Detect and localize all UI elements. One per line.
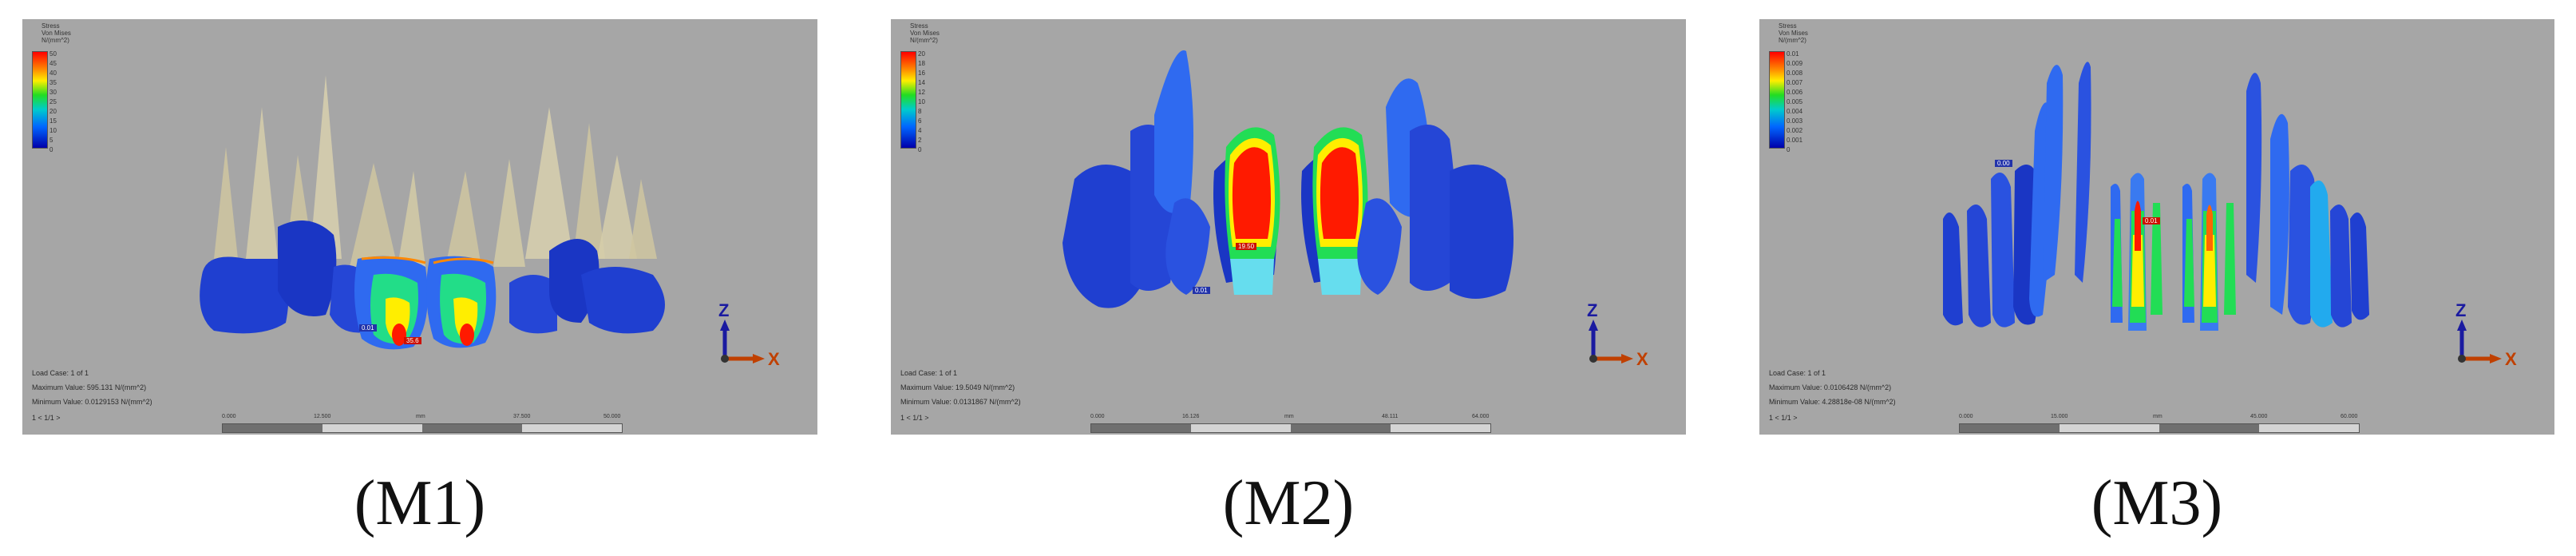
axis-triad: ZX (718, 300, 780, 369)
min-value-tag: 0.01 (1193, 287, 1210, 294)
caption-m3: (M3) (2091, 468, 2223, 538)
min-value-tag: 0.00 (1995, 160, 2012, 167)
model-view-m1: ZX (200, 75, 780, 369)
page-nav[interactable]: 1 < 1/1 > (900, 414, 929, 422)
min-value: Minimum Value: 0.0129153 N/(mm^2) (32, 398, 152, 406)
legend-title: Stress Von Mises N/(mm^2) (910, 22, 940, 44)
axis-z-label: Z (2455, 300, 2466, 320)
legend-ticks: 0.01 0.009 0.008 0.007 0.006 0.005 0.004 0.003 0… (1787, 50, 1803, 153)
max-value-tag: 0.01 (2143, 217, 2160, 224)
model-view-m2: ZX (1062, 50, 1648, 369)
min-value: Minimum Value: 0.0131867 N/(mm^2) (900, 398, 1021, 406)
max-value: Maximum Value: 19.5049 N/(mm^2) (900, 383, 1015, 391)
max-value: Maximum Value: 0.0106428 N/(mm^2) (1769, 383, 1892, 391)
legend-ticks: 50 45 40 35 30 25 20 15 10 5 0 (49, 50, 57, 153)
caption-m2: (M2) (1222, 468, 1355, 538)
max-value-tag: 35.6 (404, 337, 421, 344)
model-view-m3: ZX (1943, 62, 2517, 369)
load-case: Load Case: 1 of 1 (1769, 369, 1826, 377)
axis-x-label: X (2505, 349, 2517, 369)
legend-colorbar (32, 51, 48, 149)
axis-triad: ZX (1587, 300, 1648, 369)
caption-m1: (M1) (354, 468, 486, 538)
page-nav[interactable]: 1 < 1/1 > (32, 414, 61, 422)
max-value: Maximum Value: 595.131 N/(mm^2) (32, 383, 147, 391)
min-value-tag: 0.01 (359, 324, 377, 332)
max-value-tag: 19.50 (1236, 243, 1257, 250)
legend-title: Stress Von Mises N/(mm^2) (42, 22, 71, 44)
min-value: Minimum Value: 4.28818e-08 N/(mm^2) (1769, 398, 1896, 406)
load-case: Load Case: 1 of 1 (32, 369, 89, 377)
axis-z-label: Z (718, 300, 729, 320)
legend-colorbar (900, 51, 916, 149)
axis-z-label: Z (1587, 300, 1597, 320)
legend-ticks: 20 18 16 14 12 10 8 6 4 2 0 (918, 50, 925, 153)
axis-triad: ZX (2455, 300, 2517, 369)
axis-x-label: X (1636, 349, 1648, 369)
legend-title: Stress Von Mises N/(mm^2) (1779, 22, 1808, 44)
axis-x-label: X (768, 349, 780, 369)
page-nav[interactable]: 1 < 1/1 > (1769, 414, 1798, 422)
legend-colorbar (1769, 51, 1785, 149)
load-case: Load Case: 1 of 1 (900, 369, 958, 377)
